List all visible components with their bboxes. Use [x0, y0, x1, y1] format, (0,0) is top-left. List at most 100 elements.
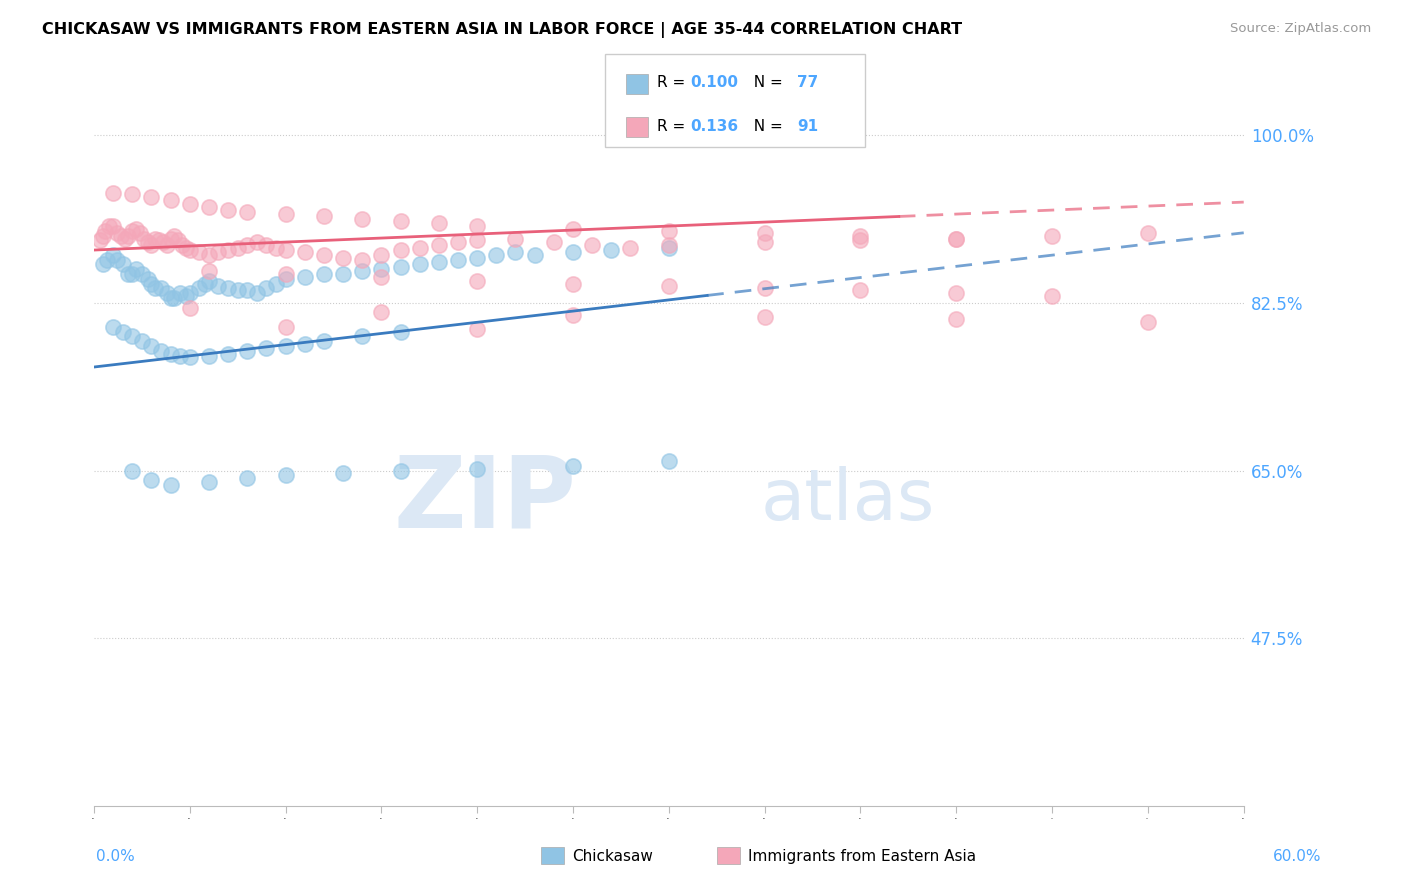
Point [96, 252, 118, 267]
Point [264, 277, 287, 291]
Point [179, 301, 201, 315]
Point [141, 238, 163, 252]
Point [408, 257, 430, 271]
Point [254, 281, 277, 295]
Point [188, 281, 211, 295]
Point [352, 212, 374, 227]
Text: atlas: atlas [761, 466, 935, 534]
Point [179, 243, 201, 257]
Point [389, 325, 412, 339]
Point [849, 228, 872, 243]
Point [465, 251, 488, 265]
Point [389, 243, 412, 257]
Point [143, 281, 166, 295]
Point [111, 257, 134, 271]
Point [198, 264, 221, 278]
Point [131, 267, 153, 281]
Point [274, 319, 297, 334]
Point [169, 286, 191, 301]
Point [312, 248, 335, 262]
Point [101, 319, 124, 334]
Point [274, 206, 297, 220]
Point [143, 231, 166, 245]
Point [117, 267, 139, 281]
Point [174, 241, 197, 255]
Text: CHICKASAW VS IMMIGRANTS FROM EASTERN ASIA IN LABOR FORCE | AGE 35-44 CORRELATION: CHICKASAW VS IMMIGRANTS FROM EASTERN ASI… [42, 22, 962, 38]
Point [274, 468, 297, 483]
Point [89, 234, 111, 248]
Point [465, 274, 488, 288]
Point [156, 238, 179, 252]
Point [505, 231, 527, 245]
Point [1040, 289, 1063, 303]
Point [141, 473, 163, 487]
Point [149, 343, 172, 358]
Point [110, 228, 132, 243]
Point [658, 454, 681, 468]
Point [523, 248, 546, 262]
Point [236, 343, 259, 358]
Point [163, 228, 186, 243]
Point [174, 289, 197, 303]
Point [465, 461, 488, 475]
Point [254, 238, 277, 252]
Point [352, 252, 374, 267]
Point [1040, 228, 1063, 243]
Text: 60.0%: 60.0% [1274, 849, 1322, 864]
Point [370, 248, 392, 262]
Point [198, 274, 221, 288]
Point [105, 226, 128, 240]
Point [217, 202, 239, 217]
Point [159, 193, 181, 207]
Point [274, 272, 297, 286]
Point [465, 321, 488, 335]
Point [236, 471, 259, 485]
Point [226, 241, 249, 255]
Point [562, 458, 585, 473]
Point [849, 283, 872, 297]
Point [101, 248, 124, 262]
Point [562, 244, 585, 259]
Point [121, 224, 143, 238]
Point [125, 222, 148, 236]
Point [294, 269, 316, 284]
Point [136, 235, 159, 250]
Point [141, 277, 163, 291]
Point [543, 235, 565, 250]
Point [274, 267, 297, 281]
Point [312, 334, 335, 348]
Point [447, 235, 470, 250]
Point [121, 187, 143, 202]
Point [1136, 226, 1159, 240]
Point [159, 478, 181, 492]
Point [754, 281, 776, 295]
Point [236, 204, 259, 219]
Point [132, 231, 155, 245]
Point [167, 234, 190, 248]
Point [188, 244, 211, 259]
Point [114, 231, 136, 245]
Point [128, 226, 150, 240]
Point [562, 222, 585, 236]
Point [427, 238, 450, 252]
Text: N =: N = [744, 76, 787, 90]
Point [427, 254, 450, 268]
Point [246, 235, 269, 250]
Point [352, 329, 374, 343]
Point [294, 337, 316, 351]
Text: Immigrants from Eastern Asia: Immigrants from Eastern Asia [748, 849, 976, 863]
Point [945, 286, 967, 301]
Point [370, 262, 392, 277]
Point [312, 267, 335, 281]
Point [754, 226, 776, 240]
Point [389, 464, 412, 478]
Point [246, 286, 269, 301]
Point [121, 329, 143, 343]
Point [505, 244, 527, 259]
Point [198, 248, 221, 262]
Point [332, 267, 354, 281]
Point [465, 219, 488, 233]
Text: 91: 91 [797, 120, 818, 134]
Point [121, 464, 143, 478]
Point [581, 238, 603, 252]
